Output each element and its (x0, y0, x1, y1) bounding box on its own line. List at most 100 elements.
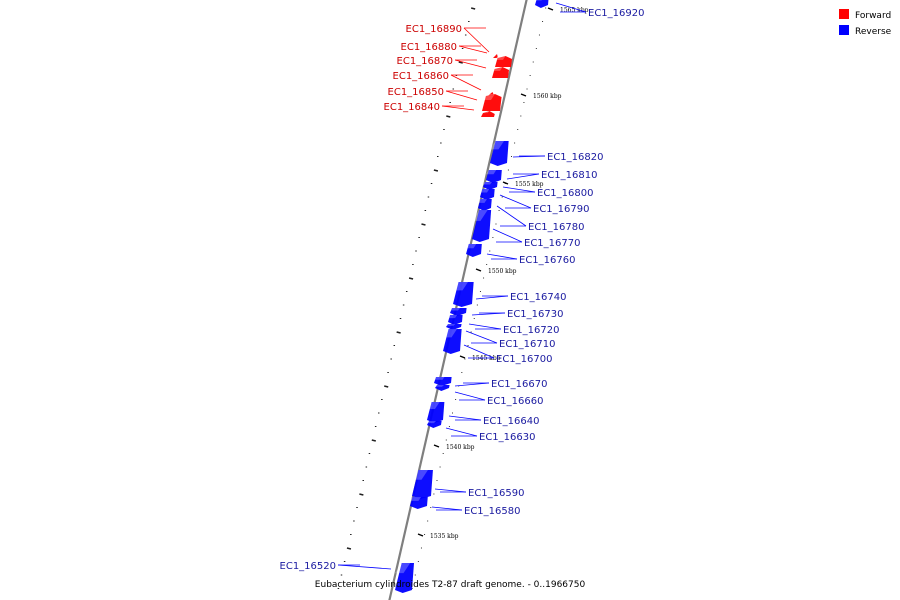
gene-block[interactable] (453, 282, 474, 307)
track-dot (384, 385, 389, 388)
scale-tick-mark (475, 268, 482, 272)
gene-block[interactable] (466, 244, 482, 257)
gene-block-highlight (535, 0, 542, 1)
gene-label[interactable]: EC1_16580 (464, 506, 520, 517)
gene-block[interactable] (482, 94, 502, 111)
gene-label[interactable]: EC1_16780 (528, 222, 584, 233)
gene-block[interactable] (410, 497, 428, 509)
outer-tick-dots (337, 7, 547, 589)
track-dot (421, 223, 426, 226)
gene-block-highlight (488, 92, 493, 94)
gene-label[interactable]: EC1_16890 (406, 24, 462, 35)
gene-block[interactable] (395, 563, 415, 593)
gene-block-highlight (446, 324, 456, 326)
legend-forward-swatch (839, 9, 849, 19)
gene-block-highlight (492, 67, 503, 71)
gene-block[interactable] (535, 0, 549, 8)
gene-block[interactable] (486, 170, 502, 183)
gene-block[interactable] (495, 56, 513, 67)
gene-block-highlight (466, 244, 477, 249)
gene-label[interactable]: EC1_16590 (468, 488, 524, 499)
track-dot (470, 7, 476, 10)
gene-block-highlight (410, 497, 422, 501)
gene-block[interactable] (493, 54, 498, 58)
scale-tick-label: 1535 kbp (430, 533, 459, 540)
gene-block-highlight (435, 385, 444, 387)
gene-block[interactable] (492, 67, 510, 78)
leader-line (496, 205, 527, 227)
gene-label[interactable]: EC1_16770 (524, 238, 580, 249)
track-dot (446, 115, 451, 118)
gene-label[interactable]: EC1_16810 (541, 170, 597, 181)
track-dot (346, 547, 352, 550)
gene-block-highlight (443, 329, 458, 338)
gene-label[interactable]: EC1_16720 (503, 325, 559, 336)
gene-block[interactable] (443, 329, 462, 354)
leader-line (506, 173, 540, 180)
gene-block[interactable] (427, 402, 445, 423)
gene-label[interactable]: EC1_16630 (479, 432, 535, 443)
leader-line (337, 564, 392, 570)
leader-line (463, 27, 490, 53)
gene-label[interactable]: EC1_16820 (547, 152, 603, 163)
gene-block[interactable] (448, 315, 463, 325)
gene-block[interactable] (481, 111, 495, 117)
label-leader-lines (337, 2, 587, 570)
scale-tick-label: 1540 kbp (446, 444, 475, 451)
gene-block-highlight (448, 315, 458, 319)
track-dot (371, 439, 376, 442)
scale-tick-mark (520, 93, 527, 97)
gene-label[interactable]: EC1_16870 (397, 56, 453, 67)
gene-block-highlight (482, 94, 495, 100)
gene-block[interactable] (434, 377, 452, 386)
gene-label[interactable]: EC1_16700 (496, 354, 552, 365)
scale-tick-mark (459, 355, 466, 359)
gene-label[interactable]: EC1_16850 (388, 87, 444, 98)
gene-label[interactable]: EC1_16880 (401, 42, 457, 53)
leader-line (441, 105, 475, 111)
track-dot (359, 493, 364, 496)
gene-block[interactable] (450, 308, 467, 316)
scale-tick-label: 1550 kbp (488, 268, 517, 275)
gene-label[interactable]: EC1_16840 (384, 102, 440, 113)
gene-block-highlight (450, 308, 460, 311)
gene-label[interactable]: EC1_16520 (280, 561, 336, 572)
gene-block[interactable] (480, 189, 495, 200)
gene-block-highlight (483, 182, 492, 185)
gene-block[interactable] (472, 210, 492, 242)
gene-block[interactable] (483, 182, 498, 190)
gene-label[interactable]: EC1_16740 (510, 292, 566, 303)
legend-reverse-swatch (839, 25, 849, 35)
gene-label[interactable]: EC1_16730 (507, 309, 563, 320)
scale-tick-mark (417, 533, 424, 537)
leader-line (499, 194, 532, 209)
gene-label[interactable]: EC1_16760 (519, 255, 575, 266)
gene-block-highlight (412, 470, 428, 480)
gene-label[interactable]: EC1_16860 (393, 71, 449, 82)
gene-block[interactable] (490, 141, 509, 166)
gene-block[interactable] (427, 421, 442, 428)
legend-forward-label: Forward (855, 11, 891, 21)
gene-label[interactable]: EC1_16660 (487, 396, 543, 407)
leader-line (434, 488, 467, 493)
gene-label[interactable]: EC1_16640 (483, 416, 539, 427)
gene-label[interactable]: EC1_16790 (533, 204, 589, 215)
gene-block[interactable] (435, 385, 450, 391)
gene-label[interactable]: EC1_16920 (588, 8, 644, 19)
gene-block-highlight (427, 421, 436, 424)
leader-line (458, 45, 488, 54)
gene-label[interactable]: EC1_16800 (537, 188, 593, 199)
gene-label[interactable]: EC1_16710 (499, 339, 555, 350)
gene-label[interactable]: EC1_16670 (491, 379, 547, 390)
leader-line (445, 90, 478, 101)
gene-block[interactable] (478, 199, 492, 211)
gene-block-highlight (478, 199, 488, 203)
gene-block[interactable] (446, 324, 462, 330)
leader-line (492, 228, 523, 243)
gene-block-highlight (486, 170, 497, 175)
gene-block[interactable] (412, 470, 433, 499)
scale-tick-label: 1545 kbp (472, 355, 501, 362)
track-dot (396, 331, 401, 334)
gene-block-highlight (453, 282, 469, 291)
